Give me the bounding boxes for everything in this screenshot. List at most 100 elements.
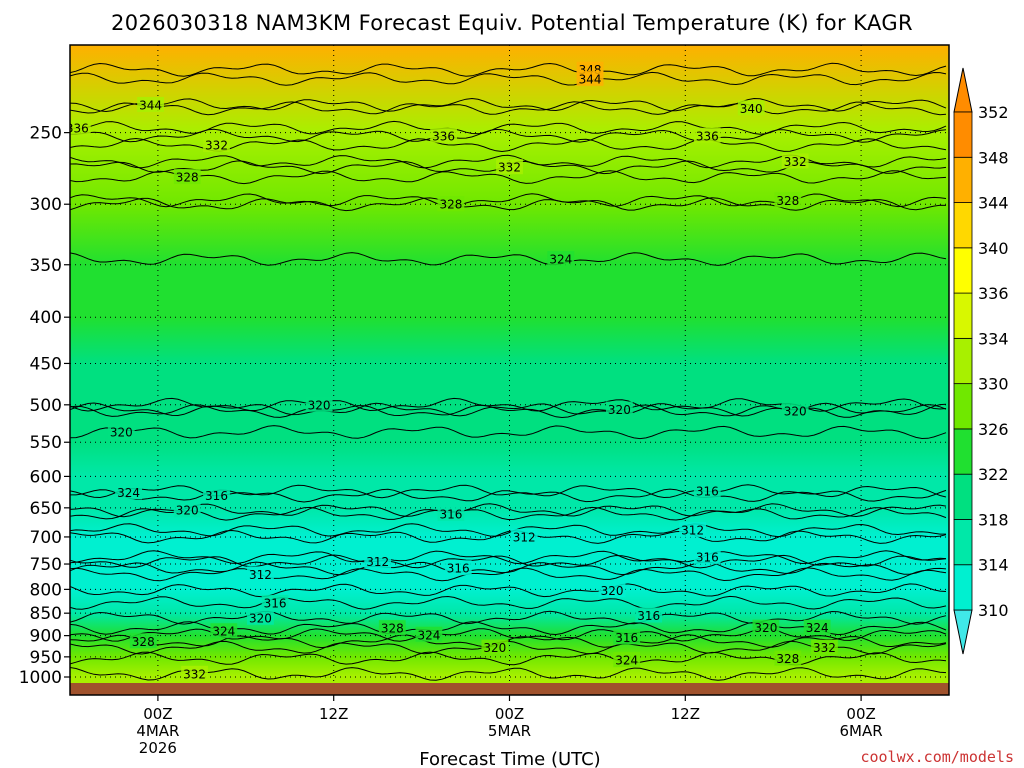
svg-text:320: 320	[249, 611, 272, 625]
svg-text:328: 328	[439, 198, 462, 212]
contour-line	[70, 610, 947, 625]
colorbar-label: 340	[978, 239, 1009, 258]
x-tick-label: 00Z	[143, 705, 172, 723]
colorbar-segment	[953, 564, 973, 611]
contour-label: 312	[247, 566, 274, 582]
colorbar-segment	[953, 337, 973, 385]
x-tick: 12Z	[319, 695, 348, 723]
svg-text:320: 320	[601, 584, 624, 598]
svg-text:320: 320	[784, 405, 807, 419]
contour-line	[70, 583, 947, 598]
contour-label: 324	[210, 623, 238, 639]
x-tick-label: 00Z	[495, 705, 524, 723]
svg-text:320: 320	[176, 504, 199, 518]
contour-label: 316	[444, 560, 472, 576]
contour-line	[70, 170, 947, 185]
svg-text:320: 320	[110, 426, 133, 440]
y-tick-label: 300	[30, 195, 62, 215]
svg-text:324: 324	[615, 654, 638, 668]
contour-label: 324	[613, 652, 641, 668]
svg-text:316: 316	[637, 609, 660, 623]
contour-label: 324	[415, 626, 443, 642]
y-tick-label: 500	[30, 396, 62, 416]
y-tick: 450	[30, 354, 70, 374]
svg-text:336: 336	[66, 121, 89, 135]
y-tick-label: 250	[30, 124, 62, 144]
colorbar: 310 314 318 322 326 330 334 336 340 344 348 352	[953, 67, 1009, 655]
colorbar-label: 314	[978, 556, 1009, 575]
y-tick: 800	[30, 580, 70, 600]
svg-text:320: 320	[308, 398, 331, 412]
y-tick: 400	[30, 308, 70, 328]
colorbar-segment	[953, 247, 973, 294]
svg-text:324: 324	[417, 628, 440, 642]
contour-line	[70, 503, 947, 518]
x-axis-label: Forecast Time (UTC)	[419, 749, 600, 768]
contour-label: 332	[203, 136, 230, 152]
contour-label: 320	[247, 609, 274, 625]
contour-label: 316	[203, 487, 230, 503]
contour-line	[70, 71, 947, 86]
contour-label: 320	[481, 639, 509, 655]
x-tick-label: 5MAR	[488, 722, 531, 740]
x-tick-label: 6MAR	[840, 722, 883, 740]
contour-label: 320	[781, 403, 809, 419]
contour-label: 320	[107, 424, 135, 440]
colorbar-segment	[953, 202, 973, 249]
y-tick-label: 850	[30, 604, 62, 624]
svg-text:320: 320	[483, 641, 506, 655]
contour-label: 316	[261, 594, 289, 610]
y-tick-label: 600	[30, 467, 62, 487]
x-tick-label: 00Z	[846, 705, 875, 723]
contour-label: 336	[430, 127, 457, 143]
colorbar-arrow-top	[953, 67, 973, 113]
svg-text:344: 344	[579, 72, 602, 86]
contour-line	[70, 120, 947, 135]
contour-line	[70, 425, 947, 440]
svg-text:336: 336	[432, 129, 455, 143]
svg-text:332: 332	[498, 161, 521, 175]
svg-text:324: 324	[806, 621, 829, 635]
credit-text: coolwx.com/models	[860, 748, 1014, 766]
contour-line	[70, 97, 947, 113]
svg-text:316: 316	[447, 562, 470, 576]
contour-line	[70, 128, 947, 143]
x-tick-label: 4MAR	[136, 722, 179, 740]
contour-line	[70, 561, 947, 576]
contour-label: 320	[305, 396, 333, 412]
colorbar-label: 352	[978, 103, 1009, 122]
svg-text:328: 328	[776, 652, 799, 666]
y-tick: 350	[30, 256, 70, 276]
contour-label: 324	[803, 619, 831, 635]
contour-line	[70, 252, 947, 266]
svg-text:320: 320	[754, 621, 777, 635]
contour-line	[70, 554, 947, 569]
contour-label: 344	[137, 96, 164, 112]
x-tick: 12Z	[671, 695, 700, 723]
svg-text:316: 316	[696, 551, 719, 565]
svg-text:332: 332	[205, 138, 228, 152]
svg-text:316: 316	[439, 507, 462, 521]
svg-text:316: 316	[615, 631, 638, 645]
svg-text:340: 340	[740, 102, 763, 116]
contour-label: 328	[774, 650, 802, 666]
y-tick: 1000	[19, 668, 70, 688]
contour-label: 316	[437, 505, 465, 521]
contour-line	[70, 667, 947, 681]
contour-label: 320	[598, 582, 626, 598]
contour-label: 316	[693, 549, 721, 565]
x-tick-label: 12Z	[319, 705, 348, 723]
svg-text:316: 316	[205, 489, 228, 503]
contour-label: 332	[811, 639, 838, 655]
svg-text:332: 332	[784, 155, 807, 169]
contour-label: 332	[781, 153, 809, 169]
contour-line	[70, 567, 947, 582]
contour-label: 312	[364, 553, 392, 569]
gridlines	[70, 45, 949, 695]
svg-text:312: 312	[681, 524, 704, 538]
contour-label: 336	[693, 127, 721, 143]
contour-line	[70, 197, 947, 212]
